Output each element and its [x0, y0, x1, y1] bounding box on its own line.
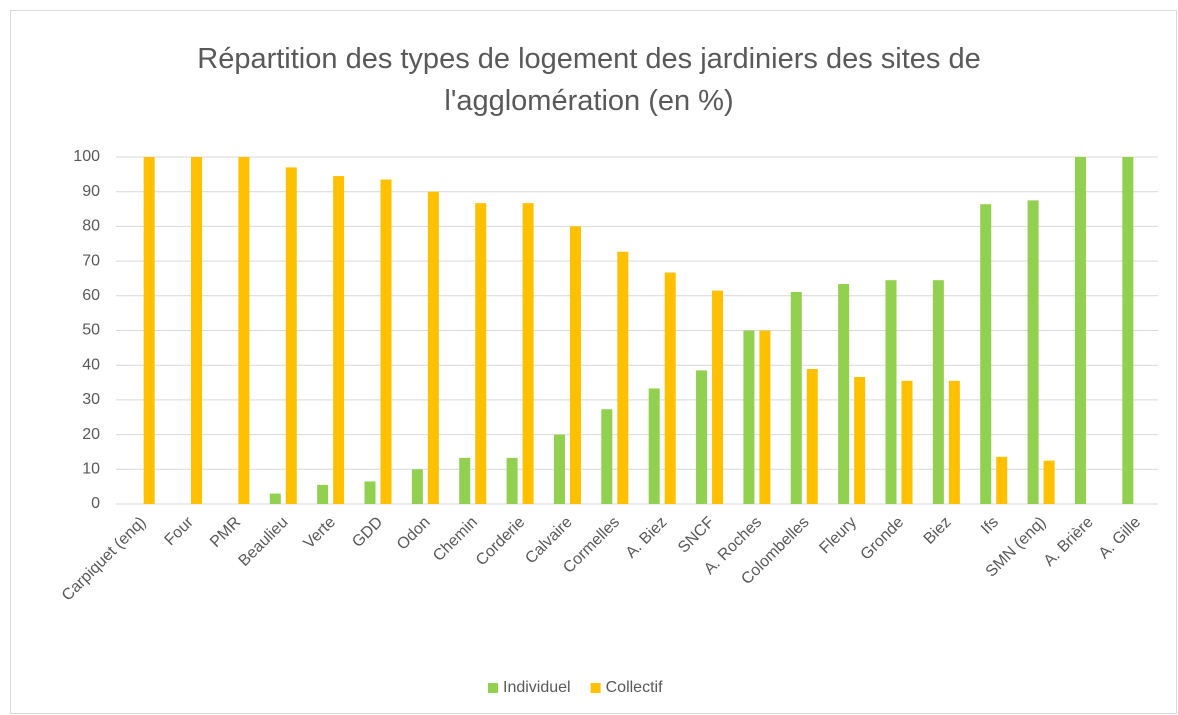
bar	[427, 191, 439, 504]
bar	[996, 456, 1008, 504]
y-tick-label: 40	[82, 356, 100, 373]
y-tick-label: 10	[82, 461, 100, 478]
bar	[522, 203, 534, 504]
y-tick-label: 0	[91, 495, 100, 512]
bar	[553, 434, 565, 504]
legend-swatch	[488, 683, 498, 693]
bar	[948, 380, 960, 504]
legend-swatch	[590, 683, 601, 693]
bar	[191, 157, 203, 504]
bar	[569, 226, 581, 504]
bar	[317, 484, 329, 504]
bar	[901, 380, 913, 504]
bar	[364, 481, 376, 504]
y-tick-label: 30	[82, 391, 100, 408]
bar	[617, 251, 629, 504]
bar	[333, 176, 345, 504]
bar	[459, 457, 471, 504]
bar	[1122, 157, 1134, 504]
bar	[238, 157, 250, 504]
bar	[806, 369, 818, 504]
y-tick-label: 100	[73, 148, 100, 165]
bar	[885, 280, 897, 504]
bar	[1074, 157, 1086, 504]
bar	[743, 330, 755, 504]
bar	[475, 203, 487, 504]
bar	[380, 179, 392, 504]
bar	[143, 157, 155, 504]
bar	[1043, 460, 1055, 504]
y-tick-label: 50	[82, 322, 100, 339]
chart-title: Répartition des types de logement des ja…	[197, 43, 981, 117]
bar	[269, 493, 281, 504]
y-tick-label: 90	[82, 183, 100, 200]
y-tick-label: 20	[82, 426, 100, 443]
bar	[601, 409, 613, 504]
bar	[285, 167, 297, 504]
bar	[664, 272, 676, 504]
bar	[1027, 200, 1039, 504]
y-tick-label: 80	[82, 218, 100, 235]
bar	[411, 469, 423, 504]
y-tick-label: 60	[82, 287, 100, 304]
bar	[838, 284, 850, 504]
bar	[759, 330, 771, 504]
bar	[980, 204, 992, 504]
y-tick-label: 70	[82, 252, 100, 269]
bar	[790, 291, 802, 504]
bar	[506, 457, 518, 504]
bar	[696, 370, 708, 504]
bar	[932, 280, 944, 504]
bar	[854, 376, 866, 504]
legend-label: Collectif	[606, 679, 663, 696]
bar	[712, 290, 724, 504]
bar	[648, 388, 660, 504]
legend-label: Individuel	[503, 679, 571, 696]
